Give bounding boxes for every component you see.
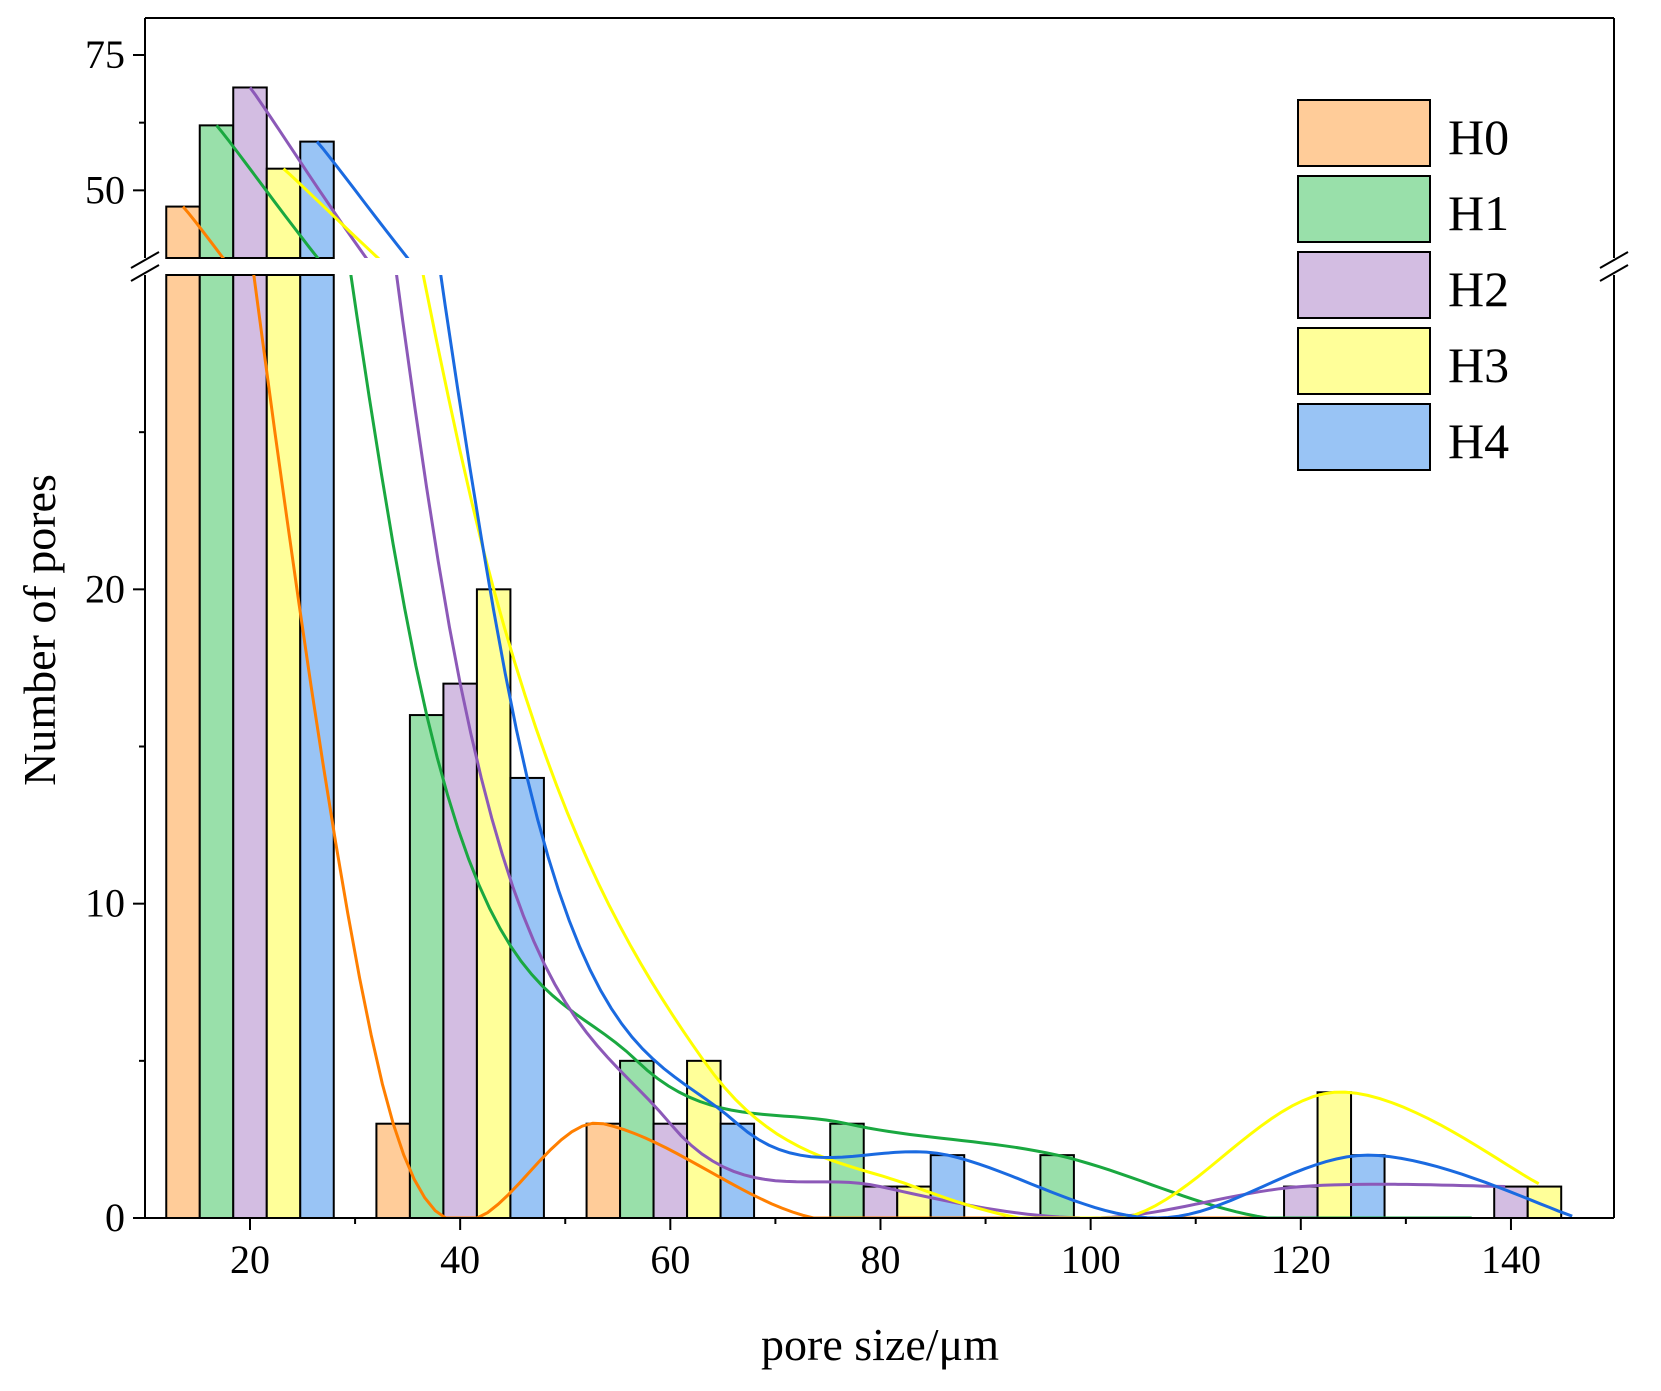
bar-H4-60 xyxy=(719,1122,756,1219)
fit-curve-H0 xyxy=(252,275,1439,1218)
bar-H1-80 xyxy=(829,1122,865,1219)
x-tick-label-120: 120 xyxy=(1271,1237,1331,1282)
bar-H0-40 xyxy=(375,1122,411,1219)
y-tick-label-75: 75 xyxy=(85,32,125,77)
bar-H1-100 xyxy=(1039,1154,1075,1219)
axis-break-gap xyxy=(133,259,1626,274)
legend-swatch-H4 xyxy=(1297,403,1431,471)
bar-H3-60 xyxy=(686,1059,722,1220)
axis-break-mark-1a xyxy=(1599,251,1629,269)
legend-swatch-H2 xyxy=(1297,251,1431,319)
x-axis-title: pore size/μm xyxy=(761,1319,999,1370)
bar-H4-120 xyxy=(1350,1154,1386,1219)
bar-H0-20 xyxy=(165,274,201,1219)
legend-label-H0: H0 xyxy=(1448,109,1509,165)
y-tick-label-0: 0 xyxy=(105,1195,125,1240)
fit-curve-H4 xyxy=(439,275,1573,1218)
fit-curves-group xyxy=(181,86,1573,1218)
axes-group: 20 40 60 80 100 120 140 0 10 20 50 75 xyxy=(85,17,1629,1282)
x-tick-label-100: 100 xyxy=(1061,1237,1121,1282)
x-tick-label-60: 60 xyxy=(650,1237,690,1282)
bar-top-H0-20 xyxy=(165,205,201,259)
bar-H4-80 xyxy=(929,1154,966,1219)
y-axis-title: Number of pores xyxy=(14,474,65,786)
y-tick-label-50: 50 xyxy=(85,167,125,212)
legend-label-H4: H4 xyxy=(1448,413,1509,469)
bar-H2-120 xyxy=(1283,1185,1319,1219)
legend-label-H1: H1 xyxy=(1448,185,1509,241)
legend-label-H3: H3 xyxy=(1448,337,1509,393)
x-tick-label-80: 80 xyxy=(860,1237,900,1282)
bar-H2-20 xyxy=(232,274,268,1219)
legend-swatch-H0 xyxy=(1297,99,1431,167)
legend-swatch-H1 xyxy=(1297,175,1431,243)
bar-H2-40 xyxy=(442,682,478,1219)
axis-break-mark-1b xyxy=(1599,264,1629,282)
bar-H3-120 xyxy=(1316,1091,1353,1220)
bar-H1-20 xyxy=(198,274,235,1219)
legend-swatch-H3 xyxy=(1297,327,1431,395)
bar-H0-60 xyxy=(585,1122,622,1219)
x-tick-label-40: 40 xyxy=(440,1237,480,1282)
fit-curve-H3 xyxy=(421,275,1540,1218)
fit-curve-H2 xyxy=(395,275,1506,1218)
bar-top-H2-20 xyxy=(232,86,268,260)
y-tick-label-20: 20 xyxy=(85,566,125,611)
fit-curve-H1 xyxy=(349,275,1472,1218)
bar-H3-40 xyxy=(475,588,512,1219)
bar-H1-40 xyxy=(408,714,445,1219)
bar-top-H1-20 xyxy=(198,124,235,259)
legend-label-H2: H2 xyxy=(1448,261,1509,317)
x-tick-label-140: 140 xyxy=(1481,1237,1541,1282)
bars-group xyxy=(165,86,1563,1220)
bar-H4-40 xyxy=(509,776,545,1220)
axis-break-mark-0b xyxy=(130,264,160,282)
x-tick-label-20: 20 xyxy=(230,1237,270,1282)
y-tick-label-10: 10 xyxy=(85,881,125,926)
bar-H2-80 xyxy=(862,1185,899,1219)
bar-H2-140 xyxy=(1493,1185,1529,1219)
axis-break-mark-0a xyxy=(130,251,160,269)
legend: H0 H1 H2 H3 H4 xyxy=(1297,99,1509,471)
bar-H4-20 xyxy=(299,274,335,1219)
